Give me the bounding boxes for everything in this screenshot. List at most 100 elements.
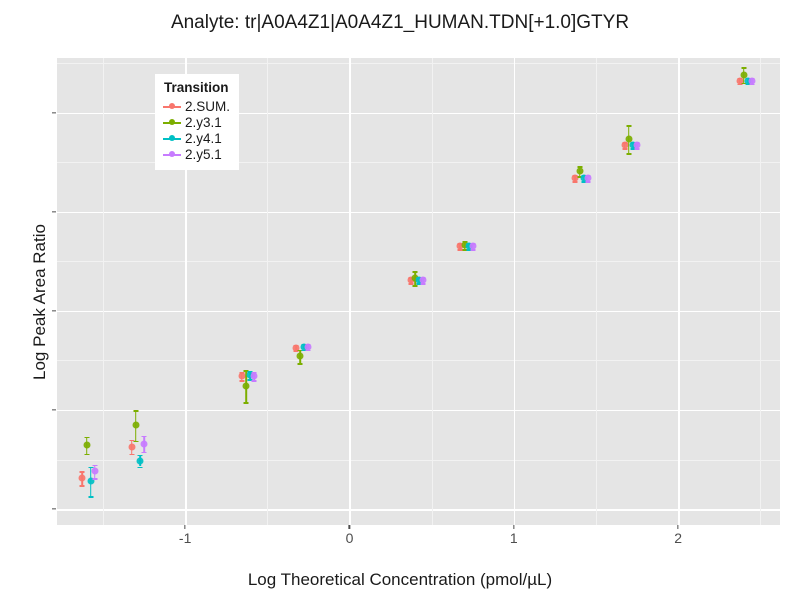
legend-key-icon xyxy=(163,115,181,131)
data-point xyxy=(238,372,246,380)
error-bar-cap xyxy=(79,471,85,474)
data-point xyxy=(132,421,140,429)
gridline xyxy=(57,409,780,412)
legend-key-icon xyxy=(163,99,181,115)
error-bar-cap xyxy=(626,153,632,155)
data-point xyxy=(83,441,91,449)
data-point xyxy=(625,135,633,143)
gridline xyxy=(57,62,780,64)
error-bar-cap xyxy=(412,285,418,287)
error-bar-cap xyxy=(141,451,147,454)
x-axis-tick-label: 0 xyxy=(345,530,354,546)
legend-item-2-y4-1[interactable]: 2.y4.1 xyxy=(163,131,230,147)
error-bar-cap xyxy=(239,380,245,382)
data-point xyxy=(242,382,250,390)
error-bar-cap xyxy=(408,283,414,285)
gridline xyxy=(57,360,780,362)
gridline xyxy=(57,310,780,313)
data-point xyxy=(304,343,312,351)
error-bar-cap xyxy=(129,453,135,456)
data-point xyxy=(91,467,99,475)
data-point xyxy=(621,141,629,149)
gridline xyxy=(57,261,780,263)
gridline xyxy=(57,509,780,511)
legend-key-icon xyxy=(163,147,181,163)
x-axis-tick-mark xyxy=(513,525,515,529)
data-point xyxy=(469,242,477,250)
data-point xyxy=(584,174,592,182)
data-point xyxy=(292,344,300,352)
gridline xyxy=(760,58,762,525)
error-bar-cap xyxy=(741,82,747,85)
data-point xyxy=(629,141,637,149)
data-point xyxy=(580,174,588,182)
data-point xyxy=(415,276,423,284)
legend-item-2-y5-1[interactable]: 2.y5.1 xyxy=(163,147,230,163)
error-bar-cap xyxy=(737,83,743,86)
x-axis-tick-mark xyxy=(348,525,351,529)
data-point xyxy=(296,352,304,360)
x-axis-tick-mark xyxy=(677,525,679,529)
gridline xyxy=(349,58,351,525)
data-point xyxy=(87,477,95,485)
gridline xyxy=(513,58,516,525)
data-point xyxy=(128,443,136,451)
error-bar-cap xyxy=(88,466,94,469)
legend-item-label: 2.y3.1 xyxy=(185,115,222,130)
error-bar-cap xyxy=(301,349,307,352)
error-bar-cap xyxy=(293,350,299,353)
error-bar-cap xyxy=(305,349,311,352)
data-point xyxy=(140,440,148,448)
data-point xyxy=(136,457,144,465)
data-point xyxy=(456,242,464,250)
data-point xyxy=(748,77,756,85)
y-axis-tick-mark xyxy=(52,111,56,114)
error-bar-cap xyxy=(412,271,418,273)
data-point xyxy=(744,77,752,85)
y-axis-title: Log Peak Area Ratio xyxy=(30,224,49,380)
data-point xyxy=(246,371,254,379)
error-bar-cap xyxy=(79,485,85,487)
error-bar-cap xyxy=(420,283,426,285)
error-bar-cap xyxy=(622,148,628,150)
error-bar-cap xyxy=(141,435,147,438)
error-bar-cap xyxy=(133,409,139,412)
gridline xyxy=(103,58,104,525)
gridline xyxy=(57,112,780,114)
error-bar-cap xyxy=(581,180,587,183)
error-bar-cap xyxy=(572,180,578,183)
data-point xyxy=(465,242,473,250)
y-axis-tick-mark xyxy=(52,409,56,411)
legend-item-label: 2.SUM. xyxy=(185,99,231,114)
error-bar-cap xyxy=(634,148,640,150)
error-bar-cap xyxy=(251,380,257,382)
error-bar-cap xyxy=(297,349,303,352)
error-bar-cap xyxy=(137,466,143,469)
data-point xyxy=(461,241,468,249)
error-bar-cap xyxy=(297,363,303,365)
legend: Transition 2.SUM. 2.y3.1 2.y4.1 2.y5.1 xyxy=(155,74,240,170)
error-bar-cap xyxy=(84,436,90,439)
error-bar-cap xyxy=(630,148,636,150)
y-axis-tick-mark xyxy=(52,211,56,213)
gridline xyxy=(595,58,597,525)
error-bar-cap xyxy=(745,83,751,86)
data-point xyxy=(576,167,584,175)
error-bar-cap xyxy=(88,496,94,498)
error-bar-cap xyxy=(84,453,90,456)
data-point xyxy=(740,71,748,79)
gridline xyxy=(185,58,187,525)
error-bar-cap xyxy=(92,478,98,480)
x-axis-tick-label: 2 xyxy=(674,530,683,546)
legend-item-2-sum-[interactable]: 2.SUM. xyxy=(163,99,230,115)
legend-item-label: 2.y4.1 xyxy=(185,131,222,146)
gridline xyxy=(431,58,433,525)
error-bar-cap xyxy=(626,125,632,128)
legend-item-2-y3-1[interactable]: 2.y3.1 xyxy=(163,115,230,131)
page-title: Analyte: tr|A0A4Z1|A0A4Z1_HUMAN.TDN[+1.0… xyxy=(170,12,630,33)
error-bar-cap xyxy=(577,166,583,168)
gridline xyxy=(57,162,780,163)
error-bar-cap xyxy=(416,283,422,285)
gridline xyxy=(267,58,269,525)
data-point xyxy=(78,474,86,482)
